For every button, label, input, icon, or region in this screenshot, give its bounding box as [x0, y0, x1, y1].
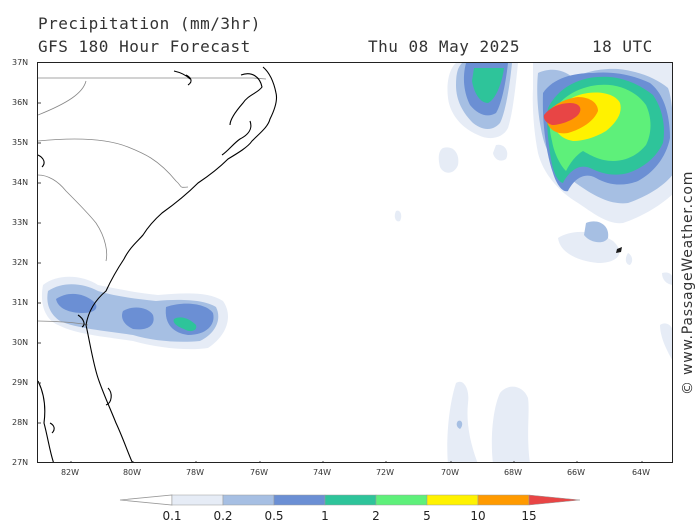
lat-label-35n: 35N	[12, 138, 29, 147]
lat-label-30n: 30N	[12, 338, 29, 347]
color-legend	[119, 494, 581, 506]
legend-label-2: 0.5	[264, 509, 284, 523]
lat-label-31n: 31N	[12, 298, 29, 307]
lon-label-68w: 68W	[503, 468, 523, 477]
legend-swatch-3	[273, 494, 326, 506]
forecast-date: Thu 08 May 2025	[368, 37, 520, 56]
legend-swatch-7	[477, 494, 530, 506]
lat-label-37n: 37N	[12, 58, 29, 67]
grid-ticks	[38, 102, 643, 462]
lon-label-64w: 64W	[631, 468, 651, 477]
legend-label-4: 2	[372, 509, 380, 523]
lon-label-66w: 66W	[566, 468, 586, 477]
precip-area-outer-banks	[394, 63, 518, 222]
forecast-subtitle: GFS 180 Hour Forecast	[38, 37, 251, 56]
precip-area-atlantic	[532, 63, 672, 285]
lon-label-72w: 72W	[375, 468, 395, 477]
lon-label-76w: 76W	[249, 468, 269, 477]
legend-swatch-5	[375, 494, 428, 506]
state-borders	[38, 77, 267, 326]
legend-swatch-6	[426, 494, 479, 506]
lon-label-80w: 80W	[122, 468, 142, 477]
lon-label-78w: 78W	[185, 468, 205, 477]
precip-area-south	[447, 323, 672, 462]
lat-label-29n: 29N	[12, 378, 29, 387]
legend-label-6: 10	[470, 509, 486, 523]
lat-label-28n: 28N	[12, 418, 29, 427]
precipitation-map	[37, 62, 673, 463]
lon-label-70w: 70W	[440, 468, 460, 477]
legend-swatch-8	[528, 494, 581, 506]
legend-swatch-4	[324, 494, 377, 506]
legend-label-3: 1	[321, 509, 329, 523]
legend-label-5: 5	[423, 509, 431, 523]
lon-label-74w: 74W	[312, 468, 332, 477]
legend-swatch-2	[222, 494, 275, 506]
lon-label-82w: 82W	[60, 468, 80, 477]
legend-swatch-0	[119, 494, 173, 506]
legend-label-0: 0.1	[162, 509, 182, 523]
map-canvas	[38, 63, 672, 462]
lat-label-33n: 33N	[12, 218, 29, 227]
forecast-time: 18 UTC	[592, 37, 653, 56]
precip-area-georgia-coast	[41, 276, 228, 350]
legend-swatch-1	[171, 494, 224, 506]
map-title: Precipitation (mm/3hr)	[38, 14, 261, 33]
lat-label-34n: 34N	[12, 178, 29, 187]
lat-label-32n: 32N	[12, 258, 29, 267]
lat-label-36n: 36N	[12, 98, 29, 107]
legend-label-1: 0.2	[213, 509, 233, 523]
coastline	[38, 66, 278, 462]
legend-label-7: 15	[521, 509, 537, 523]
lat-label-27n: 27N	[12, 458, 29, 467]
credit-text: © www.PassageWeather.com	[680, 170, 696, 395]
